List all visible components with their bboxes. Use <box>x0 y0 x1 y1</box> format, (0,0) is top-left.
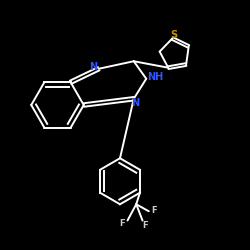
Text: N: N <box>131 98 139 108</box>
Text: N: N <box>89 62 97 72</box>
Text: F: F <box>119 218 125 228</box>
Text: NH: NH <box>148 72 164 83</box>
Text: F: F <box>152 206 157 215</box>
Text: F: F <box>143 220 148 230</box>
Text: S: S <box>170 30 177 40</box>
